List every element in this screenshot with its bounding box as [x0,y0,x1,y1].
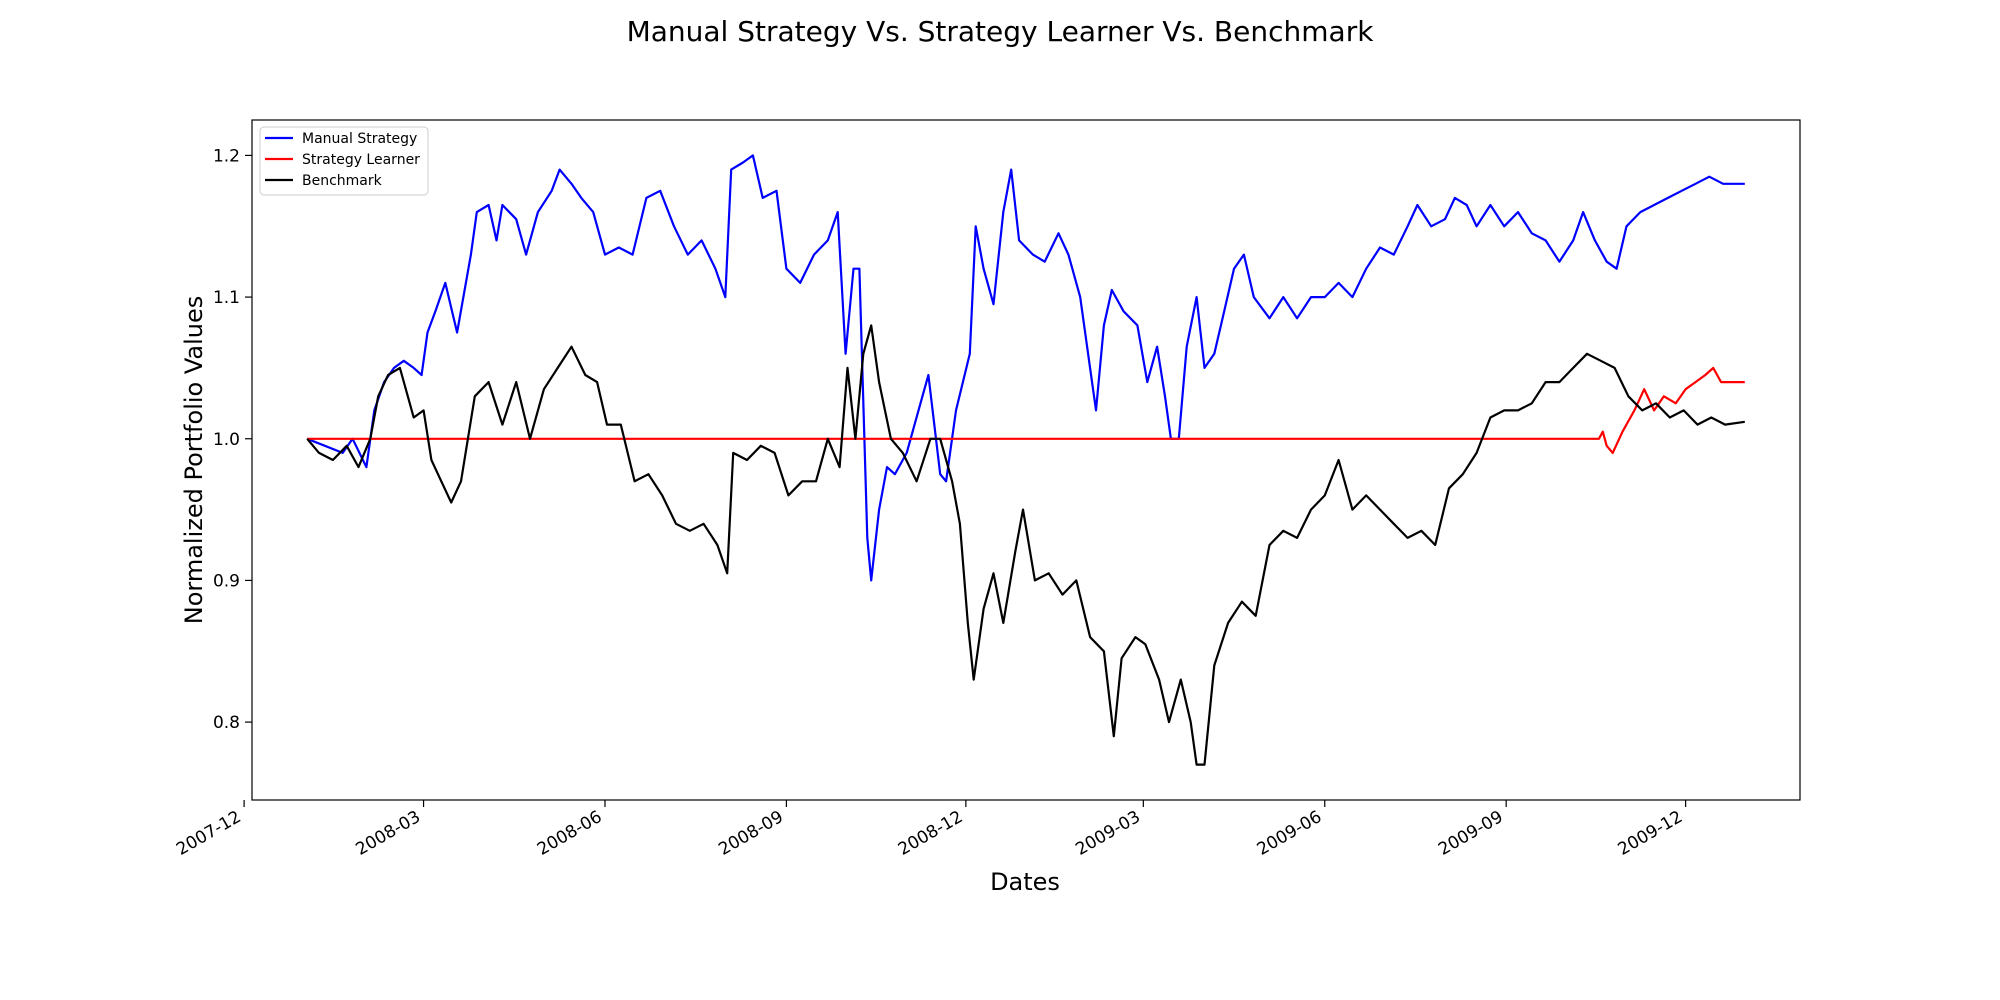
x-axis-label: Dates [990,868,1060,896]
x-tick-label: 2008-03 [353,807,425,860]
legend-label-strategy-learner: Strategy Learner [302,152,420,168]
x-axis-ticks: 2007-12 2008-03 2008-06 2008-09 2008-12 2009-… [173,800,1687,860]
x-tick-label: 2009-03 [1072,807,1144,860]
x-tick-label: 2009-12 [1615,807,1687,860]
y-axis-ticks: 0.8 0.9 1.0 1.1 1.2 [213,146,252,733]
y-tick-label: 1.0 [213,430,240,450]
chart-title: Manual Strategy Vs. Strategy Learner Vs.… [627,15,1375,48]
legend-label-benchmark: Benchmark [302,173,383,189]
x-tick-label: 2009-09 [1435,807,1507,860]
series-line-strategy-learner [307,366,1745,454]
plot-frame [251,119,1801,801]
y-tick-label: 0.8 [213,713,240,733]
y-axis-label: Normalized Portfolio Values [180,296,208,625]
x-tick-label: 2008-12 [895,807,967,860]
legend-label-manual-strategy: Manual Strategy [302,131,417,147]
series-line-benchmark [306,324,1745,766]
x-tick-label: 2009-06 [1254,807,1326,860]
x-tick-label: 2008-09 [715,807,787,860]
y-tick-label: 0.9 [213,571,240,591]
x-tick-label: 2007-12 [173,807,245,860]
plot-lines [306,154,1745,766]
y-tick-label: 1.2 [213,146,240,166]
series-line-manual-strategy [306,154,1745,582]
legend-box [259,126,429,196]
x-tick-label: 2008-06 [534,807,606,860]
y-tick-label: 1.1 [213,288,240,308]
legend: Manual Strategy Strategy Learner Benchmark [259,126,429,196]
